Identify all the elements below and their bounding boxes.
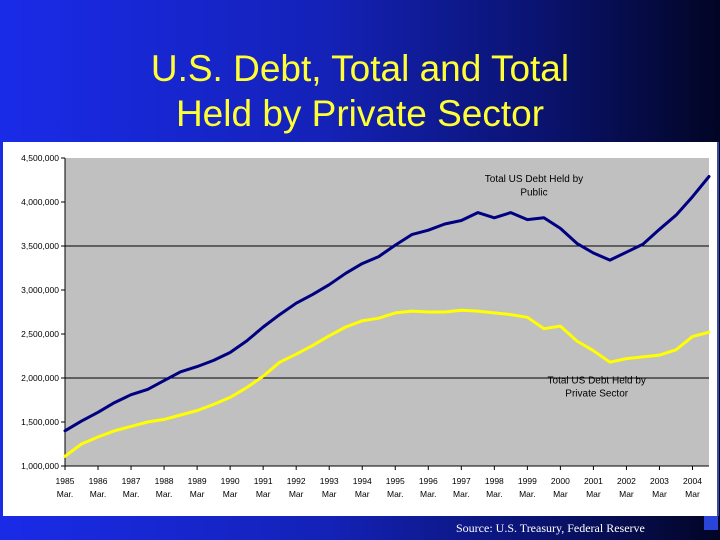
x-tick-year: 2003 [650, 476, 669, 486]
x-tick-month: Mar [619, 489, 634, 499]
x-tick-year: 1997 [452, 476, 471, 486]
x-tick-year: 2001 [584, 476, 603, 486]
x-tick-year: 1987 [122, 476, 141, 486]
slide-title: U.S. Debt, Total and Total Held by Priva… [60, 46, 660, 136]
x-tick-year: 2002 [617, 476, 636, 486]
x-tick-year: 1998 [485, 476, 504, 486]
y-tick-label: 1,000,000 [21, 461, 59, 471]
plot-area [65, 158, 709, 466]
x-tick-month: Mar. [486, 489, 503, 499]
x-tick-year: 1988 [155, 476, 174, 486]
x-tick-month: Mar. [387, 489, 404, 499]
x-tick-year: 1985 [56, 476, 75, 486]
x-tick-year: 1986 [89, 476, 108, 486]
x-tick-month: Mar. [90, 489, 107, 499]
x-tick-year: 1991 [254, 476, 273, 486]
x-tick-year: 1999 [518, 476, 537, 486]
x-tick-month: Mar. [420, 489, 437, 499]
x-tick-month: Mar [322, 489, 337, 499]
slide-title-line2: Held by Private Sector [175, 93, 545, 134]
x-tick-month: Mar. [57, 489, 74, 499]
x-tick-month: Mar. [519, 489, 536, 499]
x-tick-month: Mar. [453, 489, 470, 499]
x-tick-year: 1996 [419, 476, 438, 486]
y-tick-label: 4,000,000 [21, 197, 59, 207]
x-tick-year: 2004 [683, 476, 702, 486]
x-tick-month: Mar [553, 489, 568, 499]
x-tick-year: 1990 [221, 476, 240, 486]
x-tick-month: Mar. [123, 489, 140, 499]
x-tick-year: 1994 [353, 476, 372, 486]
x-tick-month: Mar [223, 489, 238, 499]
public-debt-line [63, 175, 711, 433]
x-tick-year: 2000 [551, 476, 570, 486]
x-tick-month: Mar [685, 489, 700, 499]
public-series-label: Public [520, 187, 547, 198]
x-tick-month: Mar [256, 489, 271, 499]
y-tick-label: 1,500,000 [21, 417, 59, 427]
y-tick-label: 3,000,000 [21, 285, 59, 295]
y-tick-label: 2,500,000 [21, 329, 59, 339]
x-tick-month: Mar. [156, 489, 173, 499]
x-tick-year: 1995 [386, 476, 405, 486]
private-series-label: Total US Debt Held by [548, 375, 646, 386]
x-tick-year: 1993 [320, 476, 339, 486]
x-tick-month: Mar [586, 489, 601, 499]
slide-title-line1: U.S. Debt, Total and Total [150, 48, 570, 89]
x-tick-year: 1989 [188, 476, 207, 486]
x-tick-month: Mar [190, 489, 205, 499]
y-tick-label: 2,000,000 [21, 373, 59, 383]
public-series-label: Total US Debt Held by [485, 174, 583, 185]
y-tick-label: 3,500,000 [21, 241, 59, 251]
x-tick-month: Mar [652, 489, 667, 499]
debt-line-chart: 1,000,000 1,500,000 2,000,000 2,500,000 3,00… [21, 153, 711, 499]
y-tick-label: 4,500,000 [21, 153, 59, 163]
x-tick-year: 1992 [287, 476, 306, 486]
x-tick-month: Mar [289, 489, 304, 499]
private-debt-line [63, 308, 711, 458]
chart-panel: 1,000,000 1,500,000 2,000,000 2,500,000 3,00… [3, 142, 719, 516]
source-note: Source: U.S. Treasury, Federal Reserve [456, 521, 645, 535]
x-tick-month: Mar [355, 489, 370, 499]
private-series-label: Private Sector [565, 388, 628, 399]
